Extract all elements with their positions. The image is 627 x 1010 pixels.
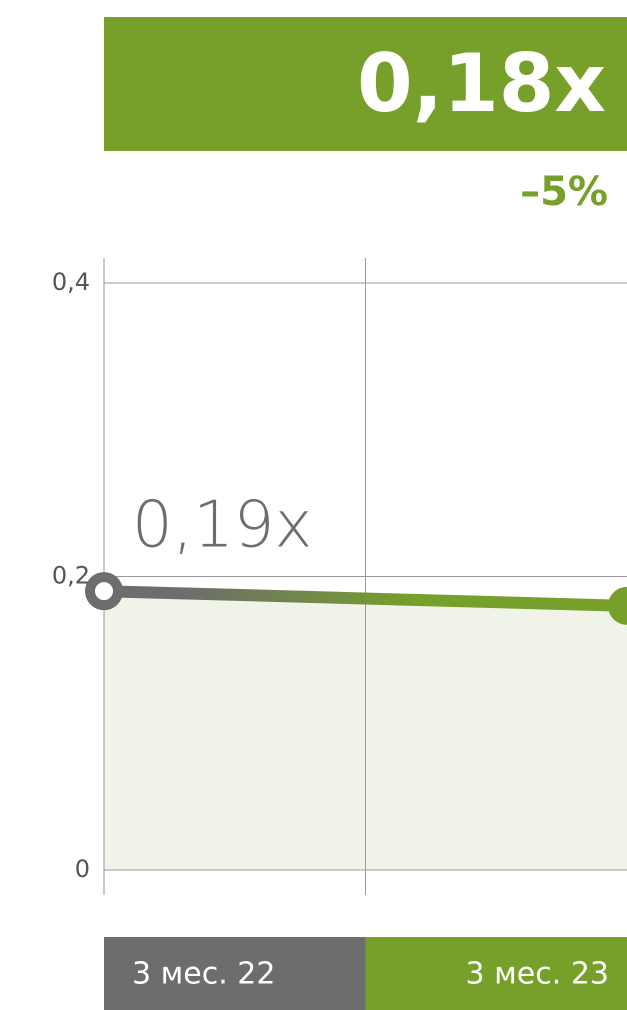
point: [85, 572, 123, 611]
category-bar: [104, 937, 366, 1010]
y-tick-label: 0: [75, 855, 90, 883]
y-tick-label: 0,4: [52, 268, 90, 296]
category-bar: [365, 937, 627, 1010]
point: [608, 586, 627, 625]
line: [98, 585, 627, 612]
data-label: 0,19x: [132, 489, 312, 563]
headline-box: [104, 17, 627, 151]
x-tick-label: 3 мес. 23: [466, 957, 609, 992]
y-tick-label: 0,2: [52, 562, 90, 590]
x-tick-label: 3 мес. 22: [132, 957, 275, 992]
change-label: –5%: [520, 169, 608, 215]
headline-value: 0,18x: [357, 37, 606, 130]
